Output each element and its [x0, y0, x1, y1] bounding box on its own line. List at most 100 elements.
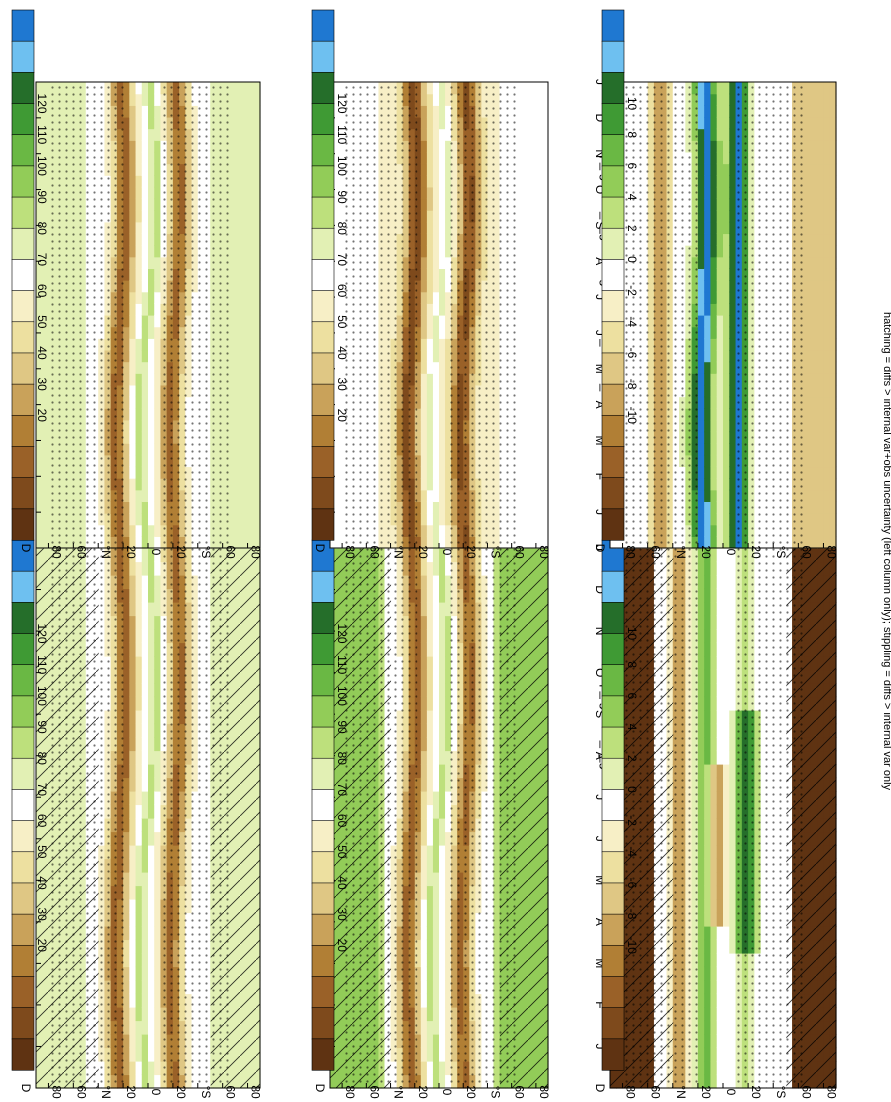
colorbar-swatch [11, 913, 35, 946]
heatmap-cell [141, 478, 149, 491]
heatmap-cell [141, 186, 149, 200]
heatmap-cell [336, 280, 343, 293]
heatmap-cell [135, 791, 143, 806]
heatmap-cell [420, 980, 428, 995]
heatmap-cell [432, 750, 440, 765]
heatmap-cell [247, 338, 255, 351]
heatmap-cell [148, 408, 155, 421]
heatmap-cell [135, 683, 143, 698]
heatmap-cell [235, 82, 242, 95]
heatmap-cell [241, 175, 249, 188]
heatmap-cell [129, 642, 137, 657]
heatmap-cell [36, 163, 43, 176]
heatmap-cell [420, 966, 428, 981]
heatmap-cell [445, 899, 452, 914]
heatmap-cell [42, 105, 50, 118]
colorbar-label: 60 [35, 814, 49, 828]
heatmap-cell [141, 845, 149, 860]
heatmap-cell [135, 256, 143, 269]
heatmap-cell [141, 615, 149, 630]
heatmap-cell [432, 953, 440, 968]
heatmap-cell [123, 899, 130, 914]
heatmap-cell [420, 899, 428, 914]
heatmap-cell [420, 723, 428, 738]
heatmap-cell [141, 683, 149, 698]
hatching-overlay [36, 548, 99, 1088]
heatmap-cell [247, 501, 255, 514]
heatmap-cell [42, 268, 50, 281]
lat-tick-label: 20 [124, 1085, 138, 1099]
heatmap-cell [123, 791, 130, 806]
heatmap-cell [135, 831, 143, 846]
heatmap-cell [235, 384, 242, 398]
heatmap-cell [135, 899, 143, 914]
heatmap-cell [141, 912, 149, 927]
heatmap-cell [129, 575, 137, 590]
heatmap-cell [426, 548, 434, 563]
heatmap-cell [336, 384, 343, 398]
heatmap-cell [426, 723, 434, 738]
heatmap-cell [154, 501, 162, 514]
heatmap-cell [135, 723, 143, 738]
heatmap-cell [141, 501, 149, 514]
heatmap-cell [247, 233, 255, 246]
heatmap-cell [129, 912, 137, 927]
heatmap-cell [426, 953, 434, 968]
heatmap-cell [42, 315, 50, 328]
heatmap-cell [336, 466, 343, 479]
heatmap-cell [414, 1074, 422, 1089]
heatmap-cell [420, 872, 428, 887]
heatmap-cell [135, 750, 143, 765]
heatmap-cell [228, 326, 236, 339]
heatmap-cell [42, 163, 50, 176]
heatmap-cell [123, 233, 130, 246]
heatmap-cell [154, 804, 162, 819]
heatmap-cell [148, 361, 155, 374]
heatmap-cell [123, 513, 130, 526]
heatmap-cell [426, 764, 434, 779]
heatmap-cell [36, 466, 43, 479]
heatmap-cell [141, 489, 149, 502]
colorbar-swatch [311, 695, 335, 728]
heatmap-cell [141, 326, 149, 339]
heatmap-cell [123, 602, 130, 617]
heatmap-cell [42, 186, 50, 200]
heatmap-cell [36, 151, 43, 165]
heatmap-cell [336, 361, 343, 374]
heatmap-cell [148, 186, 155, 200]
heatmap-cell [414, 993, 422, 1008]
heatmap-cell [148, 953, 155, 968]
heatmap-cell [123, 478, 130, 491]
colorbar-swatch [311, 1038, 335, 1071]
heatmap-cell [123, 656, 130, 671]
heatmap-cell [228, 233, 236, 246]
heatmap-cell [235, 256, 242, 269]
colorbar-swatch [311, 633, 335, 666]
heatmap-cell [123, 373, 130, 386]
heatmap-cell [432, 561, 440, 576]
heatmap-cell [148, 656, 155, 671]
heatmap-cell [432, 831, 440, 846]
heatmap-cell [154, 116, 162, 130]
heatmap-cell [148, 899, 155, 914]
heatmap-cell [123, 256, 130, 269]
heatmap-cell [148, 384, 155, 398]
heatmap-cell [42, 361, 50, 374]
heatmap-cell [154, 1061, 162, 1076]
heatmap-cell [148, 175, 155, 188]
heatmap-cell [414, 791, 422, 806]
colorbar-swatch [11, 383, 35, 416]
heatmap-cell [432, 1061, 440, 1076]
heatmap-cell [253, 338, 261, 351]
heatmap-cell [235, 466, 242, 479]
heatmap-cell [247, 361, 255, 374]
heatmap-cell [148, 245, 155, 258]
heatmap-cell [123, 93, 130, 106]
heatmap-cell [426, 818, 434, 833]
heatmap-cell [253, 105, 261, 118]
heatmap-cell [154, 443, 162, 456]
heatmap-cell [154, 419, 162, 433]
heatmap-cell [148, 791, 155, 806]
heatmap-cell [432, 804, 440, 819]
colorbar-swatch [11, 446, 35, 479]
